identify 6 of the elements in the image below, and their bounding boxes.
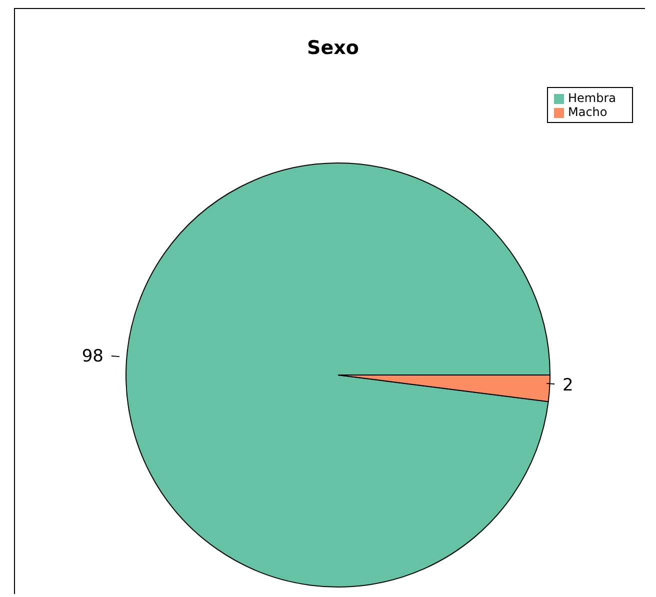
pie-slice: [126, 162, 550, 588]
legend-label: Macho: [568, 105, 608, 119]
legend-label: Hembra: [568, 91, 616, 105]
chart-title: Sexo: [307, 37, 359, 59]
data-label: 2: [562, 375, 574, 396]
data-label: 98: [82, 346, 104, 367]
